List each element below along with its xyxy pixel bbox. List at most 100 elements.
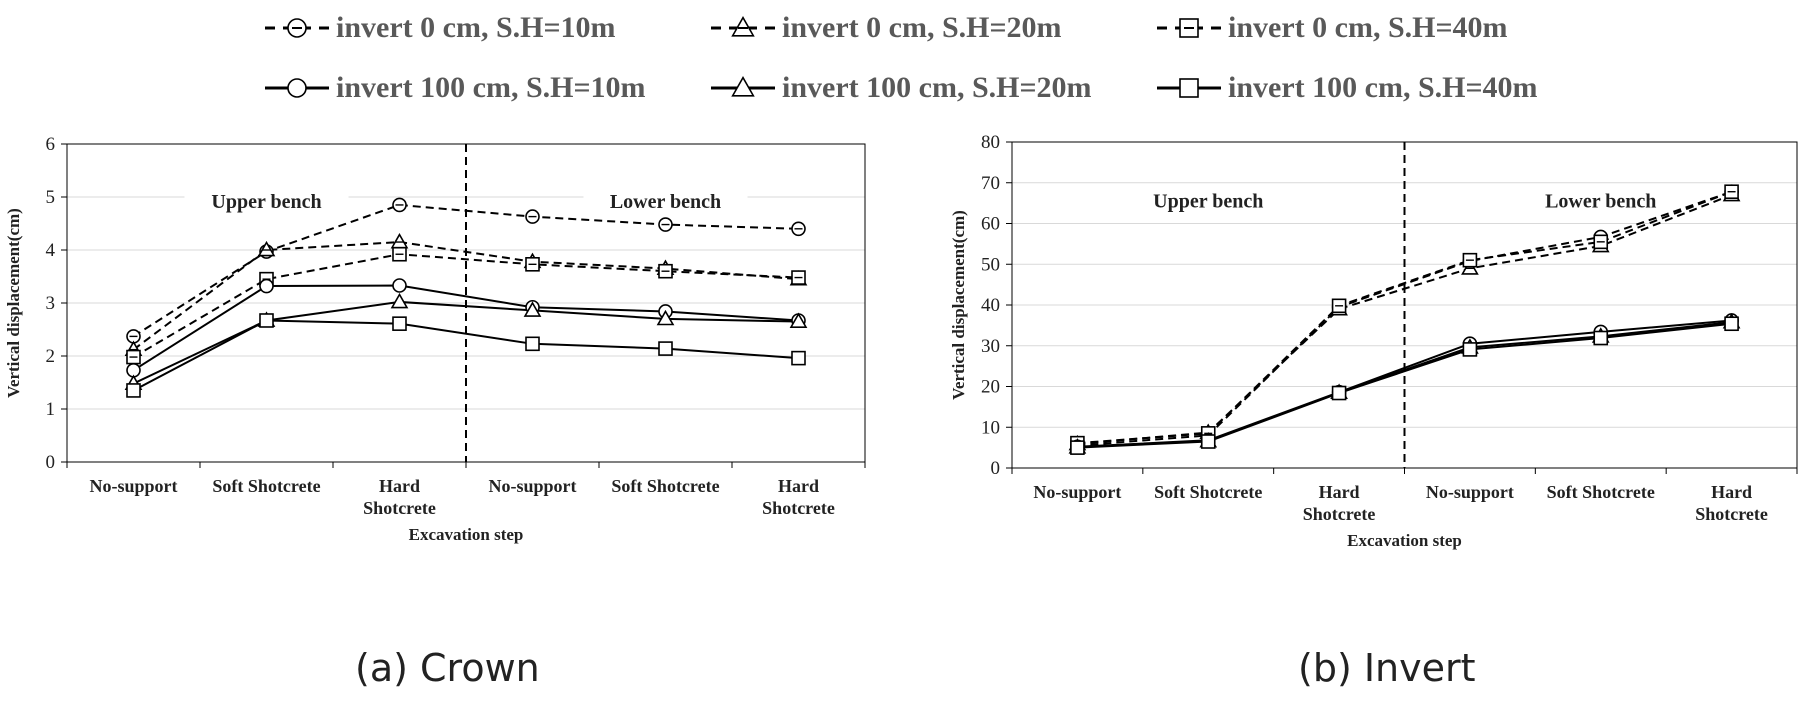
invert-ytick-label: 20 xyxy=(981,377,1000,398)
crown-point-invert-100-cm-s-h-20m xyxy=(789,312,808,328)
legend-item-invert-0-cm-s-h-40m: invert 0 cm, S.H=40m xyxy=(1154,8,1508,48)
crown-point-invert-100-cm-s-h-40m xyxy=(791,350,806,366)
crown-series-line-invert-0-cm-s-h-20m xyxy=(132,241,799,351)
invert-category-label: Hard xyxy=(1319,482,1360,502)
invert-ytick-label: 70 xyxy=(981,173,1000,194)
crown-category-label: Soft Shotcrete xyxy=(212,476,320,496)
invert-xaxis-label: Excavation step xyxy=(1347,531,1462,550)
invert-category-label: Shotcrete xyxy=(1303,504,1376,524)
caption-crown: (a) Crown xyxy=(355,646,540,690)
crown-ytick-label: 4 xyxy=(46,240,56,261)
invert-region-label: Lower bench xyxy=(1545,191,1656,213)
crown-region-label: Upper bench xyxy=(211,191,321,213)
crown-ytick-label: 0 xyxy=(46,452,56,473)
invert-category-label: Soft Shotcrete xyxy=(1547,482,1655,502)
invert-ytick-label: 80 xyxy=(981,132,1000,153)
crown-ytick-label: 1 xyxy=(46,399,56,420)
crown-series-line-invert-100-cm-s-h-40m xyxy=(133,319,799,392)
legend-swatch xyxy=(711,16,775,37)
invert-ytick-label: 40 xyxy=(981,295,1000,316)
legend-label: invert 100 cm, S.H=20m xyxy=(782,71,1092,104)
crown-region-label-bg xyxy=(583,186,748,219)
invert-point-invert-100-cm-s-h-40m xyxy=(1724,316,1739,332)
invert-category-label: Hard xyxy=(1711,482,1752,502)
legend-item-invert-0-cm-s-h-10m: invert 0 cm, S.H=10m xyxy=(262,8,616,48)
crown-series-line-invert-100-cm-s-h-20m xyxy=(133,300,799,385)
legend-marker-square-icon xyxy=(1179,78,1199,98)
crown-point-invert-100-cm-s-h-40m xyxy=(525,336,540,352)
crown-point-invert-100-cm-s-h-40m xyxy=(392,316,407,331)
crown-point-invert-100-cm-s-h-10m xyxy=(259,278,274,294)
legend-swatch xyxy=(1157,78,1221,98)
crown-category-label: Hard xyxy=(778,476,819,496)
legend-item-invert-100-cm-s-h-20m: invert 100 cm, S.H=20m xyxy=(708,68,1092,108)
crown-point-invert-100-cm-s-h-40m xyxy=(126,383,141,398)
crown-point-invert-100-cm-s-h-20m xyxy=(656,309,675,326)
chart-legend: invert 0 cm, S.H=10m invert 0 cm, S.H=20m… xyxy=(0,0,1817,110)
invert-yaxis-label: Vertical displacement(cm) xyxy=(949,210,968,400)
crown-ytick-label: 6 xyxy=(46,134,56,155)
invert-series-line-invert-0-cm-s-h-40m xyxy=(1077,190,1732,445)
crown-point-invert-0-cm-s-h-20m xyxy=(257,240,276,257)
legend-swatch xyxy=(1157,18,1221,38)
invert-point-invert-100-cm-s-h-40m xyxy=(1462,342,1478,357)
crown-category-label: No-support xyxy=(488,476,576,496)
legend-label: invert 100 cm, S.H=40m xyxy=(1228,71,1538,104)
legend-label: invert 0 cm, S.H=20m xyxy=(782,11,1062,44)
invert-point-invert-100-cm-s-h-40m xyxy=(1331,385,1347,401)
invert-point-invert-100-cm-s-h-40m xyxy=(1593,330,1609,346)
crown-region-label: Lower bench xyxy=(610,191,721,213)
invert-ytick-label: 0 xyxy=(991,458,1001,479)
crown-category-label: Hard xyxy=(379,476,420,496)
crown-category-label: Shotcrete xyxy=(363,498,436,518)
legend-marker-triangle-icon xyxy=(731,16,755,37)
invert-ytick-label: 60 xyxy=(981,214,1000,235)
legend-swatch xyxy=(265,78,329,98)
invert-chart-panel: 0 10 20 30 40 50 60 70 80 No-support Soft Shotcret… xyxy=(920,120,1817,580)
legend-item-invert-100-cm-s-h-10m: invert 100 cm, S.H=10m xyxy=(262,68,646,108)
crown-ytick-label: 3 xyxy=(46,293,56,314)
crown-point-invert-100-cm-s-h-40m xyxy=(658,341,673,356)
invert-category-label: No-support xyxy=(1033,482,1121,502)
crown-point-invert-100-cm-s-h-20m xyxy=(523,301,542,317)
legend-label: invert 0 cm, S.H=40m xyxy=(1228,11,1508,44)
crown-yaxis-label: Vertical displacement(cm) xyxy=(4,208,23,398)
crown-series-line-invert-0-cm-s-h-10m xyxy=(132,203,799,338)
invert-point-invert-100-cm-s-h-40m xyxy=(1200,434,1216,449)
invert-point-invert-100-cm-s-h-40m xyxy=(1070,440,1085,455)
legend-marker-triangle-icon xyxy=(731,76,755,97)
invert-category-label: No-support xyxy=(1426,482,1514,502)
crown-category-label: Soft Shotcrete xyxy=(611,476,719,496)
legend-item-invert-0-cm-s-h-20m: invert 0 cm, S.H=20m xyxy=(708,8,1062,48)
crown-category-label: No-support xyxy=(89,476,177,496)
crown-point-invert-100-cm-s-h-20m xyxy=(390,292,409,309)
caption-invert: (b) Invert xyxy=(1298,646,1476,690)
crown-chart-panel: 0 1 2 3 4 5 6 No-support Soft Shotcrete Hard Shotc… xyxy=(0,120,880,580)
crown-region-label-bg xyxy=(184,186,349,219)
invert-series-line-invert-100-cm-s-h-40m xyxy=(1077,322,1732,449)
invert-ytick-label: 10 xyxy=(981,417,1000,438)
invert-chart: 0 10 20 30 40 50 60 70 80 No-support Soft Shotcret… xyxy=(949,132,1798,550)
legend-label: invert 100 cm, S.H=10m xyxy=(336,71,646,104)
crown-series-line-invert-100-cm-s-h-10m xyxy=(132,284,799,372)
legend-swatch xyxy=(711,76,775,97)
invert-region-label-bg xyxy=(1518,185,1683,218)
invert-ytick-label: 50 xyxy=(981,254,1000,275)
legend-item-invert-100-cm-s-h-40m: invert 100 cm, S.H=40m xyxy=(1154,68,1538,108)
invert-category-label: Soft Shotcrete xyxy=(1154,482,1262,502)
invert-region-label-bg xyxy=(1126,185,1291,218)
invert-ytick-label: 30 xyxy=(981,336,1000,357)
crown-ytick-label: 2 xyxy=(46,346,56,367)
legend-label: invert 0 cm, S.H=10m xyxy=(336,11,616,44)
crown-xaxis-label: Excavation step xyxy=(409,525,524,544)
crown-category-label: Shotcrete xyxy=(762,498,835,518)
crown-ytick-label: 5 xyxy=(46,187,56,208)
crown-point-invert-100-cm-s-h-10m xyxy=(392,278,407,293)
invert-region-label: Upper bench xyxy=(1153,191,1263,213)
legend-swatch xyxy=(265,18,329,38)
crown-point-invert-0-cm-s-h-20m xyxy=(390,232,409,249)
legend-marker-circle-icon xyxy=(287,78,307,98)
invert-category-label: Shotcrete xyxy=(1695,504,1768,524)
crown-point-invert-100-cm-s-h-40m xyxy=(259,313,274,328)
